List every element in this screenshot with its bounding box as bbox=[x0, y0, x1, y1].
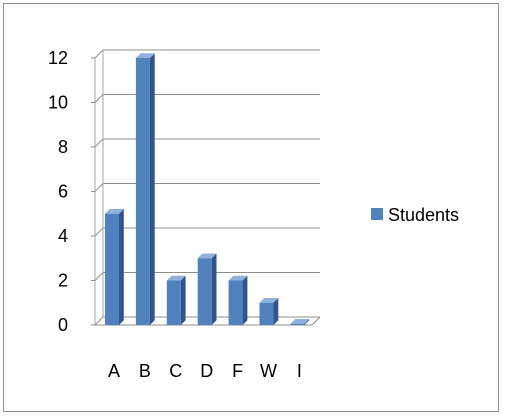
bar-side-face bbox=[119, 208, 124, 325]
bar-I bbox=[290, 319, 310, 325]
y-tick-label: 8 bbox=[58, 137, 68, 157]
bar-front-face bbox=[166, 280, 181, 325]
chart-frame bbox=[3, 3, 499, 412]
bar-side-face bbox=[273, 297, 279, 325]
bar-top-face bbox=[105, 208, 124, 214]
bar-side-face bbox=[242, 275, 248, 325]
y-tick-label: 4 bbox=[58, 226, 68, 246]
y-tick-label: 12 bbox=[48, 48, 68, 68]
bar-top-face bbox=[197, 253, 217, 259]
y-tick-label: 0 bbox=[58, 315, 68, 335]
bar-front-face bbox=[105, 213, 119, 325]
bar-front-face bbox=[290, 323, 305, 325]
x-category-label: W bbox=[260, 361, 277, 381]
legend: Students bbox=[371, 205, 459, 225]
bar-A bbox=[105, 208, 124, 325]
bar-F bbox=[228, 275, 248, 325]
x-category-label: B bbox=[139, 361, 151, 381]
bar-W bbox=[259, 297, 279, 325]
y-tick-label: 6 bbox=[58, 182, 68, 202]
x-category-label: D bbox=[200, 361, 213, 381]
bar-front-face bbox=[259, 302, 274, 325]
bar-top-face bbox=[259, 297, 279, 303]
bar-front-face bbox=[197, 258, 212, 325]
bar-side-face bbox=[304, 319, 310, 325]
bar-top-face bbox=[228, 275, 248, 281]
bar-side-face bbox=[211, 253, 217, 325]
bar-layer bbox=[105, 53, 310, 325]
bar-side-face bbox=[180, 275, 186, 325]
bar-side-face bbox=[149, 53, 155, 325]
legend-swatch bbox=[371, 208, 383, 220]
x-category-label: F bbox=[232, 361, 243, 381]
x-category-label: A bbox=[108, 361, 120, 381]
y-tick-label: 2 bbox=[58, 271, 68, 291]
bar-C bbox=[166, 275, 186, 325]
legend-label-students: Students bbox=[388, 205, 459, 225]
y-tick-label: 10 bbox=[48, 93, 68, 113]
bar-top-face bbox=[290, 319, 310, 324]
bar-D bbox=[197, 253, 217, 325]
x-category-label: C bbox=[169, 361, 182, 381]
bar-B bbox=[135, 53, 155, 325]
bar-top-face bbox=[135, 53, 155, 58]
bar-front-face bbox=[135, 58, 150, 325]
y-axis-ticks: 0 2 4 6 8 10 12 bbox=[48, 48, 95, 335]
bar-top-face bbox=[166, 275, 186, 281]
x-category-label: I bbox=[297, 361, 302, 381]
bar-front-face bbox=[228, 280, 243, 325]
